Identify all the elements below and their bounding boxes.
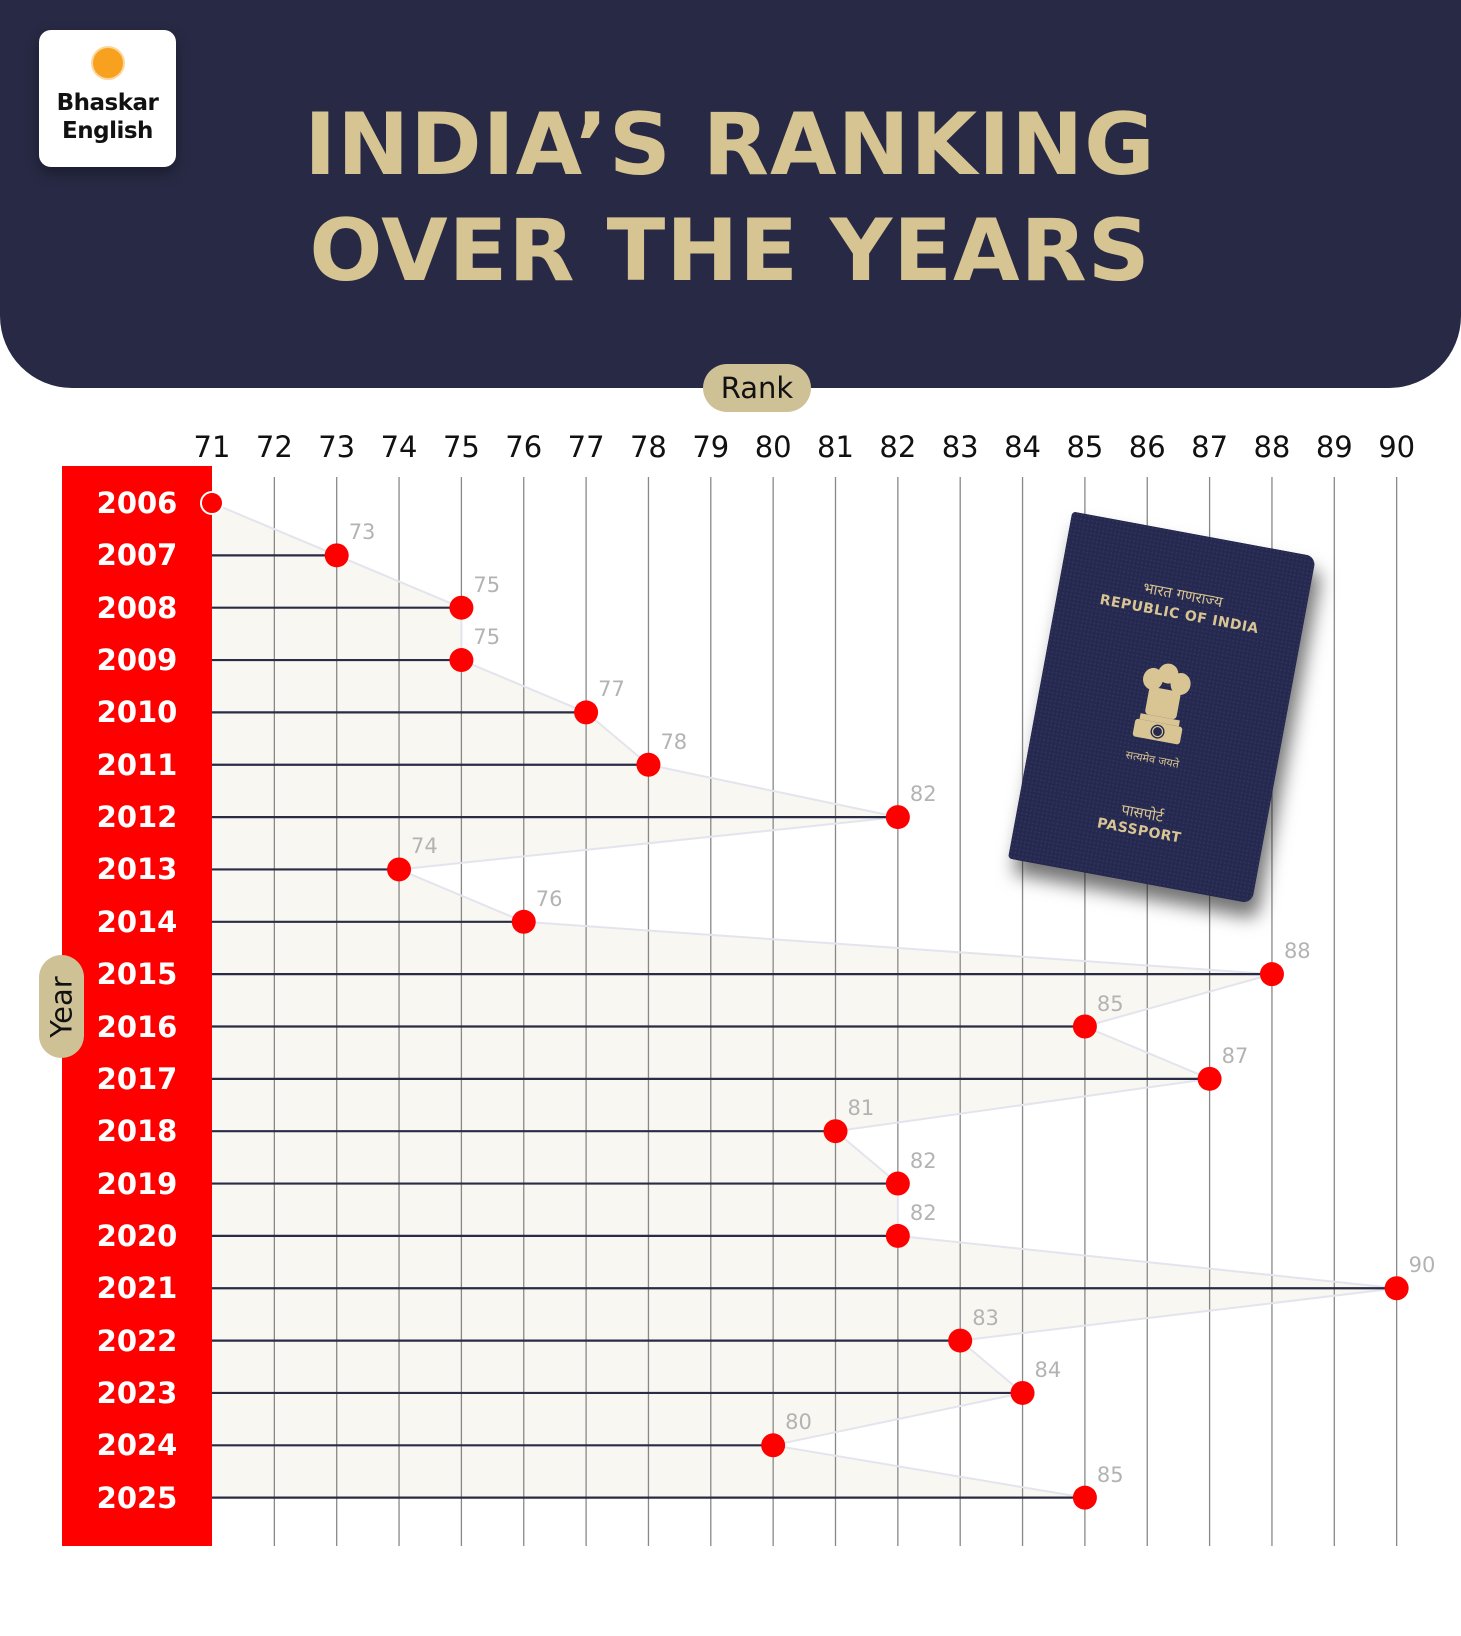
x-tick-label: 90 [1378, 430, 1416, 464]
year-label: 2014 [96, 904, 178, 939]
value-label: 90 [1408, 1253, 1436, 1278]
value-label: 75 [473, 625, 501, 650]
x-tick-label: 87 [1191, 430, 1229, 464]
year-label: 2012 [96, 800, 178, 835]
x-tick-label: 88 [1253, 430, 1291, 464]
value-label: 77 [598, 677, 625, 702]
year-label: 2024 [96, 1428, 178, 1463]
year-label: 2021 [96, 1271, 178, 1306]
value-label: 82 [909, 782, 937, 807]
page-title: INDIA’S RANKING OVER THE YEARS [290, 92, 1170, 304]
x-tick-label: 77 [567, 430, 605, 464]
year-label: 2009 [96, 643, 178, 678]
year-label: 2010 [96, 695, 178, 730]
value-label: 85 [1096, 1462, 1124, 1487]
year-label: 2018 [96, 1114, 178, 1149]
value-label: 78 [660, 729, 688, 754]
year-label: 2015 [96, 957, 178, 992]
year-label: 2013 [96, 852, 178, 887]
x-tick-label: 84 [1004, 430, 1041, 464]
value-label: 88 [1283, 939, 1311, 964]
x-tick-label: 79 [692, 430, 730, 464]
y-axis-label: Year [44, 975, 79, 1038]
x-tick-label: 83 [941, 430, 979, 464]
value-label: 82 [909, 1200, 937, 1225]
year-label: 2008 [96, 590, 178, 625]
title-line1: INDIA’S RANKING [304, 95, 1156, 195]
x-tick-label: 82 [879, 430, 917, 464]
year-label: 2007 [96, 538, 178, 573]
area-fill [212, 503, 1397, 1498]
value-label: 84 [1034, 1357, 1062, 1382]
x-tick-label: 86 [1128, 430, 1166, 464]
x-tick-label: 72 [255, 430, 293, 464]
x-tick-label: 76 [505, 430, 543, 464]
x-tick-label: 71 [193, 430, 231, 464]
year-label: 2019 [96, 1166, 178, 1201]
x-tick-label: 74 [380, 430, 418, 464]
value-label: 80 [785, 1410, 812, 1435]
year-label: 2025 [96, 1480, 178, 1515]
x-tick-label: 78 [629, 430, 667, 464]
x-tick-label: 80 [754, 430, 792, 464]
value-label: 76 [535, 886, 563, 911]
x-tick-label: 85 [1066, 430, 1104, 464]
header-banner: Bhaskar English INDIA’S RANKING OVER THE… [0, 0, 1461, 388]
value-label: 85 [1096, 991, 1124, 1016]
year-label: 2006 [96, 486, 178, 520]
year-label: 2011 [96, 747, 178, 782]
logo-line2: English [62, 118, 153, 144]
trend-line [211, 502, 1397, 1499]
value-label: 75 [473, 572, 501, 597]
x-tick-label: 89 [1315, 430, 1353, 464]
x-axis-label: Rank [720, 371, 794, 405]
year-label: 2016 [96, 1009, 178, 1044]
bhaskar-english-logo: Bhaskar English [39, 30, 176, 167]
value-label: 82 [909, 1148, 937, 1173]
x-tick-label: 81 [817, 430, 854, 464]
national-emblem-icon [1132, 663, 1191, 745]
year-label: 2022 [96, 1323, 178, 1358]
passport-image: भारत गणराज्य REPUBLIC OF INDIA सत्यमेव ज… [1007, 511, 1317, 904]
y-axis-label-pill: Year [39, 955, 84, 1058]
sun-icon [93, 48, 123, 78]
year-band [62, 466, 212, 1546]
x-tick-label: 75 [442, 430, 480, 464]
year-label: 2020 [96, 1218, 178, 1253]
value-label: 83 [972, 1305, 999, 1330]
x-tick-label: 73 [318, 430, 356, 464]
value-label: 87 [1221, 1043, 1249, 1068]
year-label: 2017 [96, 1061, 178, 1096]
value-label: 74 [411, 834, 438, 859]
value-label: 81 [847, 1096, 875, 1121]
value-label: 73 [348, 520, 376, 545]
x-axis-label-pill: Rank [703, 364, 811, 412]
title-line2: OVER THE YEARS [309, 201, 1151, 301]
year-label: 2023 [96, 1375, 178, 1410]
logo-line1: Bhaskar [56, 90, 159, 116]
